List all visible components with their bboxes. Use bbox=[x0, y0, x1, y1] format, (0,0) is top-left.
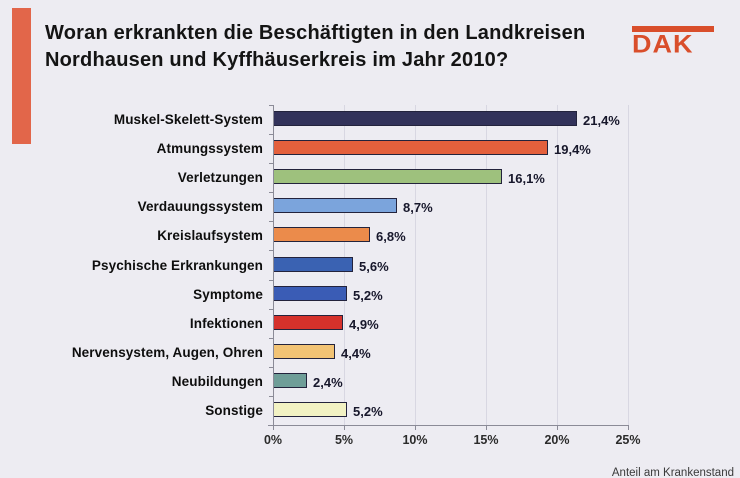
gridline bbox=[415, 105, 416, 425]
y-tick-mark bbox=[269, 105, 273, 106]
bar bbox=[273, 140, 548, 156]
bar-value-label: 19,4% bbox=[554, 142, 591, 158]
bar-value-label: 6,8% bbox=[376, 229, 406, 245]
bar-value-label: 5,2% bbox=[353, 403, 383, 419]
category-label: Symptome bbox=[193, 286, 263, 302]
x-tick-mark bbox=[344, 425, 345, 430]
bar-value-label: 5,6% bbox=[359, 258, 389, 274]
gridline bbox=[486, 105, 487, 425]
bar-value-label: 8,7% bbox=[403, 200, 433, 216]
bar bbox=[273, 169, 502, 185]
y-tick-mark bbox=[269, 221, 273, 223]
bar bbox=[273, 343, 335, 359]
x-tick-label: 0% bbox=[263, 433, 283, 447]
bar bbox=[273, 198, 397, 214]
gridline bbox=[557, 105, 558, 425]
bar bbox=[273, 401, 347, 417]
x-tick-mark bbox=[628, 425, 629, 430]
title-line-1: Woran erkrankten die Beschäftigten in de… bbox=[45, 22, 586, 44]
bar bbox=[273, 111, 577, 127]
y-tick-mark bbox=[269, 366, 273, 368]
bar bbox=[273, 372, 307, 388]
category-label: Psychische Erkrankungen bbox=[91, 257, 263, 273]
x-tick-label: 20% bbox=[544, 433, 570, 447]
page-title: Woran erkrankten die Beschäftigten in de… bbox=[45, 20, 585, 74]
axis-note: Anteil am Krankenstand bbox=[611, 467, 734, 478]
bar bbox=[273, 256, 353, 272]
bar-value-label: 4,4% bbox=[341, 345, 371, 361]
y-tick-mark bbox=[269, 279, 273, 281]
bar-value-label: 21,4% bbox=[583, 113, 620, 129]
bar-value-label: 2,4% bbox=[313, 374, 343, 390]
bar bbox=[273, 285, 347, 301]
x-tick-mark bbox=[557, 425, 558, 430]
category-label: Nervensystem, Augen, Ohren bbox=[71, 344, 263, 360]
dak-logo-bar bbox=[632, 26, 714, 32]
bar-value-label: 16,1% bbox=[508, 171, 545, 187]
x-tick-label: 10% bbox=[402, 433, 428, 447]
y-tick-mark bbox=[269, 308, 273, 310]
gridline bbox=[628, 105, 629, 425]
category-label: Neubildungen bbox=[171, 373, 263, 389]
y-axis-line bbox=[273, 105, 274, 425]
bar bbox=[273, 314, 343, 330]
category-label: Atmungssystem bbox=[156, 141, 263, 157]
x-tick-mark bbox=[273, 425, 274, 430]
y-tick-mark bbox=[269, 337, 273, 339]
y-tick-mark bbox=[269, 163, 273, 165]
y-tick-mark bbox=[269, 395, 273, 397]
accent-bar bbox=[12, 8, 31, 144]
bar-value-label: 5,2% bbox=[353, 287, 383, 303]
bar bbox=[273, 227, 370, 243]
y-tick-mark bbox=[269, 250, 273, 252]
category-label: Infektionen bbox=[189, 315, 263, 331]
x-tick-mark bbox=[486, 425, 487, 430]
category-label: Verletzungen bbox=[177, 170, 263, 186]
dak-logo: DAK bbox=[632, 26, 714, 57]
category-label: Verdauungssystem bbox=[137, 199, 263, 215]
category-label: Sonstige bbox=[205, 402, 263, 418]
dak-logo-text: DAK bbox=[632, 30, 694, 58]
x-tick-mark bbox=[415, 425, 416, 430]
x-tick-label: 15% bbox=[473, 433, 499, 447]
title-line-2: Nordhausen und Kyffhäuserkreis im Jahr 2… bbox=[45, 49, 509, 71]
x-tick-label: 5% bbox=[334, 433, 354, 447]
y-tick-mark bbox=[269, 192, 273, 194]
x-axis-line bbox=[268, 425, 629, 426]
category-label: Kreislaufsystem bbox=[157, 228, 263, 244]
bar-value-label: 4,9% bbox=[349, 316, 379, 332]
x-tick-label: 25% bbox=[615, 433, 641, 447]
y-tick-mark bbox=[269, 134, 273, 136]
category-label: Muskel-Skelett-System bbox=[113, 112, 263, 128]
